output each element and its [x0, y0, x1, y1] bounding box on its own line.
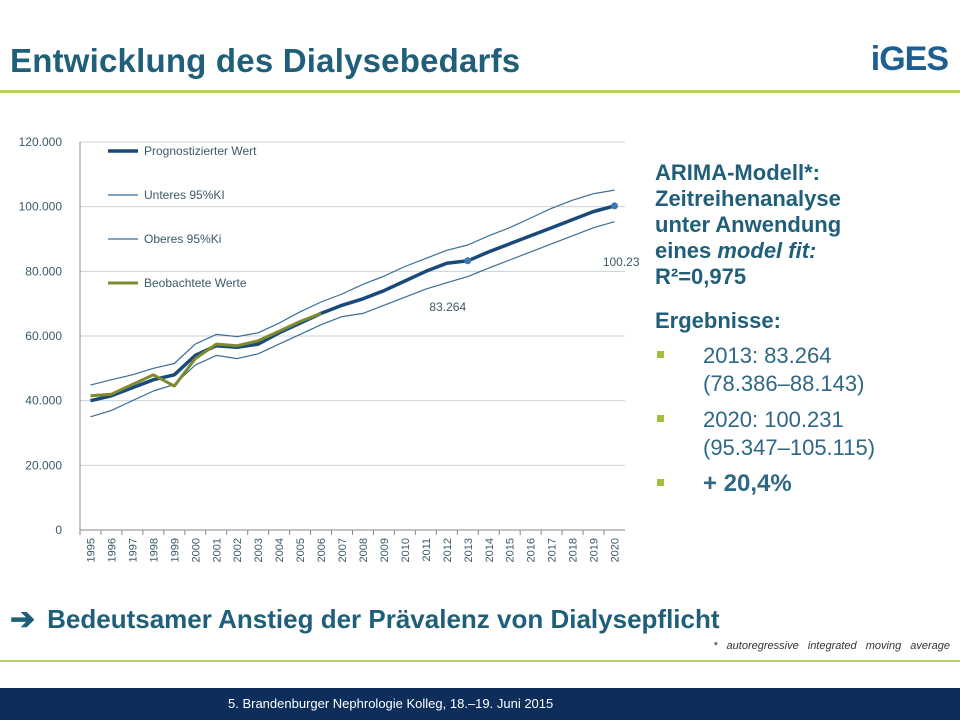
data-point-marker [464, 257, 472, 265]
result-item-2013: 2013: 83.264 (78.386–88.143) [655, 342, 955, 398]
x-tick-label: 2001 [211, 538, 223, 562]
x-tick-label: 2016 [526, 538, 538, 562]
x-tick-label: 2013 [463, 538, 475, 562]
slide-title: Entwicklung des Dialysebedarfs [10, 42, 521, 79]
x-tick-label: 2014 [484, 538, 496, 562]
model-description: ARIMA-Modell*: Zeitreihenanalyse unter A… [655, 160, 955, 498]
iges-logo: iGES [870, 40, 949, 78]
conclusion-text: Bedeutsamer Anstieg der Prävalenz von Di… [47, 604, 720, 634]
x-tick-label: 1998 [148, 538, 160, 562]
result-range: (78.386–88.143) [703, 371, 865, 396]
series-line-3 [90, 312, 322, 398]
x-tick-label: 1996 [106, 538, 118, 562]
data-point-marker [611, 202, 619, 210]
y-tick-label: 80.000 [25, 264, 62, 278]
y-tick-label: 20.000 [25, 458, 62, 472]
x-tick-label: 2007 [337, 538, 349, 562]
bullet-square-icon [657, 479, 664, 486]
y-tick-label: 60.000 [25, 329, 62, 343]
bottom-divider [0, 660, 960, 662]
arrow-right-icon: ➔ [10, 603, 36, 636]
x-tick-label: 2012 [442, 538, 454, 562]
title-divider [0, 90, 960, 93]
arima-line-4a: eines [655, 238, 718, 263]
result-item-increase: + 20,4% [655, 470, 955, 498]
arima-line-4b: model fit: [717, 238, 817, 263]
x-tick-label: 1999 [169, 538, 181, 562]
result-range: (95.347–105.115) [703, 435, 876, 460]
y-tick-label: 120.000 [19, 135, 63, 149]
arima-line-3: unter Anwendung [655, 212, 842, 237]
x-tick-label: 2006 [316, 538, 328, 562]
result-value: 2013: 83.264 [703, 343, 832, 368]
y-tick-label: 0 [55, 523, 62, 537]
x-tick-label: 2017 [547, 538, 559, 562]
legend-label: Unteres 95%KI [144, 188, 225, 202]
bullet-square-icon [657, 351, 664, 358]
arima-line-5: R²=0,975 [655, 264, 747, 289]
legend-label: Beobachtete Werte [144, 276, 247, 290]
arima-line-4: eines model fit: [655, 238, 955, 264]
footnote: * autoregressive integrated moving avera… [713, 640, 950, 652]
x-tick-label: 2015 [505, 538, 517, 562]
x-tick-label: 2002 [232, 538, 244, 562]
series-line-1 [90, 221, 615, 418]
x-tick-label: 2018 [568, 538, 580, 562]
result-value: 2020: 100.231 [703, 407, 844, 432]
x-tick-label: 2020 [610, 538, 622, 562]
series-line-0 [90, 204, 615, 403]
x-tick-label: 2004 [274, 538, 286, 562]
y-tick-label: 100.000 [19, 200, 63, 214]
x-tick-label: 2009 [379, 538, 391, 562]
x-tick-label: 2008 [358, 538, 370, 562]
conclusion: ➔ Bedeutsamer Anstieg der Prävalenz von … [10, 602, 720, 637]
result-item-2020: 2020: 100.231 (95.347–105.115) [655, 406, 955, 462]
legend-label: Oberes 95%Ki [144, 232, 221, 246]
results-heading: Ergebnisse: [655, 308, 781, 333]
bullet-square-icon [657, 415, 664, 422]
x-tick-label: 2011 [421, 538, 433, 562]
x-tick-label: 2000 [190, 538, 202, 562]
arima-line-2: Zeitreihenanalyse [655, 186, 841, 211]
footer-text: 5. Brandenburger Nephrologie Kolleg, 18.… [228, 696, 554, 711]
x-tick-label: 2010 [400, 538, 412, 562]
legend-label: Prognostizierter Wert [144, 144, 257, 158]
x-tick-label: 1995 [85, 538, 97, 562]
x-tick-label: 1997 [127, 538, 139, 562]
x-tick-label: 2003 [253, 538, 265, 562]
x-tick-label: 2019 [589, 538, 601, 562]
data-label: 100.231 [603, 255, 640, 269]
data-label: 83.264 [429, 300, 466, 314]
arima-line-1: ARIMA-Modell*: [655, 160, 820, 185]
footer-bar: 5. Brandenburger Nephrologie Kolleg, 18.… [0, 688, 960, 720]
x-tick-label: 2005 [295, 538, 307, 562]
result-value: + 20,4% [703, 470, 792, 497]
dialysis-line-chart: 0 20.000 40.000 60.000 80.000 100.000 120.000 1… [19, 135, 640, 562]
series-line-2 [90, 189, 615, 386]
y-tick-label: 40.000 [25, 394, 62, 408]
